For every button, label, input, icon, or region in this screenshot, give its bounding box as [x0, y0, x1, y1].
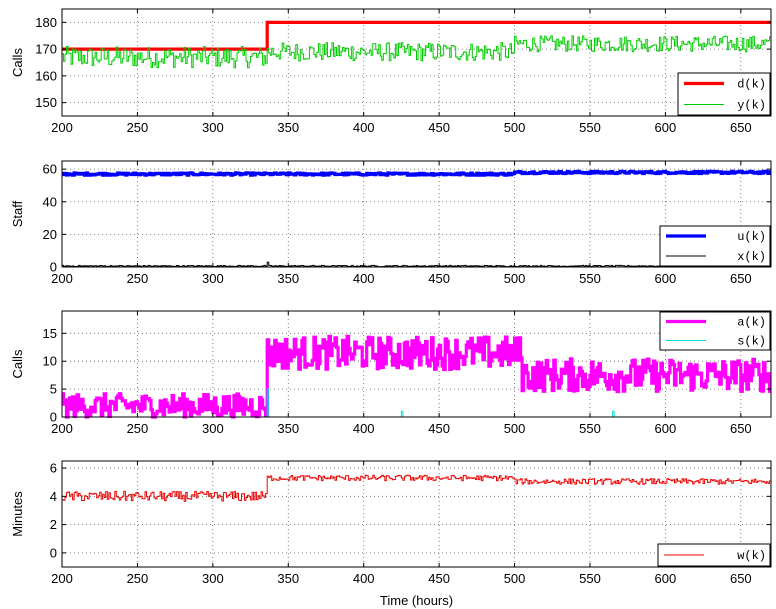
x-tick-label: 450 [428, 271, 450, 286]
x-tick-label: 550 [579, 271, 601, 286]
legend-label: s(k) [737, 335, 766, 349]
y-tick-label: 2 [50, 517, 57, 532]
x-tick-label: 450 [428, 421, 450, 436]
y-axis-label: Calls [10, 349, 25, 378]
x-tick-label: 350 [277, 421, 299, 436]
x-tick-label: 650 [730, 571, 752, 586]
x-tick-label: 250 [127, 271, 149, 286]
x-tick-label: 650 [730, 421, 752, 436]
y-tick-label: 170 [35, 42, 57, 57]
y-tick-label: 0 [50, 545, 57, 560]
y-tick-label: 4 [50, 489, 57, 504]
x-tick-label: 400 [353, 571, 375, 586]
legend-box [677, 72, 771, 116]
legend-label: x(k) [737, 250, 766, 264]
y-tick-label: 20 [43, 227, 57, 242]
y-axis-label: Staff [10, 200, 25, 227]
x-tick-label: 550 [579, 571, 601, 586]
x-tick-label: 250 [127, 421, 149, 436]
x-tick-label: 200 [51, 271, 73, 286]
x-tick-label: 200 [51, 571, 73, 586]
legend-label: w(k) [737, 549, 766, 563]
legend-label: u(k) [737, 230, 766, 244]
series-line-dk [62, 20, 771, 51]
panel-2: 200 250 300 350 400 450 500 550 600 650 0 20 40 60 Sta… [10, 160, 772, 286]
y-tick-label: 150 [35, 95, 57, 110]
panel-3: 200 250 300 350 400 450 500 550 600 650 0 5 10 15 Call… [10, 310, 772, 436]
x-tick-label: 400 [353, 271, 375, 286]
x-tick-label: 500 [504, 571, 526, 586]
y-tick-label: 60 [43, 162, 57, 177]
x-tick-label: 650 [730, 271, 752, 286]
axes-box [61, 460, 772, 568]
x-tick-label: 250 [127, 120, 149, 135]
x-tick-label: 600 [655, 421, 677, 436]
series-line-uk [61, 169, 772, 177]
y-tick-label: 0 [50, 260, 57, 275]
panel-4: 200 250 300 350 400 450 500 550 600 650 0 2 4 6 Minute… [10, 460, 772, 608]
y-tick-label: 180 [35, 15, 57, 30]
x-tick-label: 450 [428, 571, 450, 586]
plot-area [62, 9, 771, 116]
series-line-ak [61, 334, 772, 419]
x-tick-label: 400 [353, 120, 375, 135]
series-line-xk [62, 261, 771, 268]
legend: u(k) x(k) [659, 225, 771, 267]
x-tick-label: 300 [202, 571, 224, 586]
y-tick-label: 160 [35, 68, 57, 83]
x-tick-label: 250 [127, 571, 149, 586]
legend-box [657, 543, 771, 567]
x-tick-label: 600 [655, 271, 677, 286]
y-axis-label: Calls [10, 48, 25, 77]
x-tick-label: 300 [202, 421, 224, 436]
x-tick-label: 300 [202, 271, 224, 286]
legend-label: a(k) [737, 316, 766, 330]
x-tick-label: 200 [51, 421, 73, 436]
axes-box [61, 160, 772, 268]
series-line-yk [62, 35, 771, 69]
y-tick-label: 5 [50, 382, 57, 397]
series-line-wk [62, 474, 771, 502]
y-tick-label: 10 [43, 354, 57, 369]
x-tick-label: 500 [504, 271, 526, 286]
legend-label: y(k) [737, 99, 766, 113]
x-tick-label: 500 [504, 120, 526, 135]
y-tick-label: 15 [43, 326, 57, 341]
y-axis-label: Minutes [10, 491, 25, 537]
x-tick-label: 200 [51, 120, 73, 135]
y-tick-label: 6 [50, 461, 57, 476]
x-tick-label: 600 [655, 120, 677, 135]
x-tick-label: 550 [579, 120, 601, 135]
legend: w(k) [657, 543, 771, 567]
legend: d(k) y(k) [677, 72, 771, 116]
x-tick-label: 350 [277, 120, 299, 135]
legend-box [659, 311, 771, 351]
x-axis-label: Time (hours) [380, 593, 453, 608]
legend: a(k) s(k) [659, 311, 771, 351]
y-tick-label: 0 [50, 410, 57, 425]
x-tick-label: 300 [202, 120, 224, 135]
x-tick-label: 350 [277, 271, 299, 286]
panel-1: 200 250 300 350 400 450 500 550 600 650 150 160 170 1… [10, 8, 772, 135]
plot-area [62, 161, 771, 267]
x-tick-label: 600 [655, 571, 677, 586]
axes-box [61, 8, 772, 117]
legend-label: d(k) [737, 78, 766, 92]
x-tick-label: 550 [579, 421, 601, 436]
axes-box [61, 310, 772, 418]
x-tick-label: 450 [428, 120, 450, 135]
legend-box [659, 225, 771, 267]
y-tick-label: 40 [43, 194, 57, 209]
x-tick-label: 650 [730, 120, 752, 135]
x-tick-label: 500 [504, 421, 526, 436]
x-tick-label: 400 [353, 421, 375, 436]
x-tick-label: 350 [277, 571, 299, 586]
